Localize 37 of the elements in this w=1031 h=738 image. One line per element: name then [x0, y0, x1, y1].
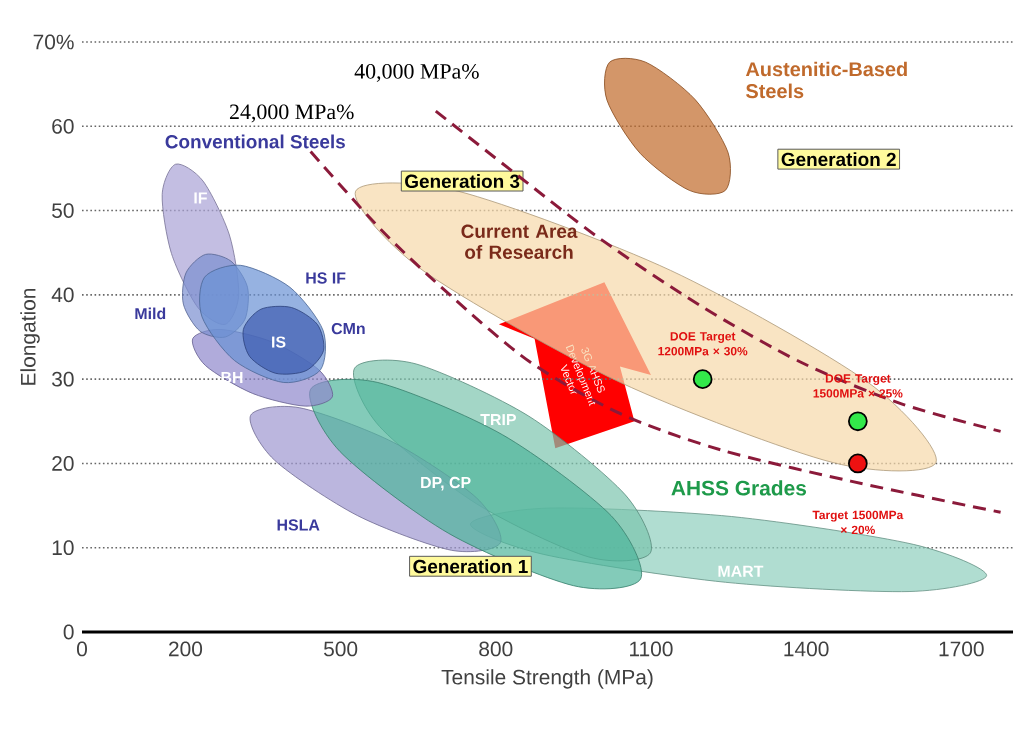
- annotation: Generation 3: [405, 174, 520, 189]
- annotation: Austenitic-Based Steels: [745, 61, 907, 99]
- annotation: DOE Target 1200MPa × 30%: [658, 332, 748, 356]
- x-tick-label: 800: [479, 641, 513, 657]
- y-tick-label: 60: [52, 118, 74, 134]
- y-tick-label: 50: [52, 203, 74, 218]
- annotation: DP, CP: [421, 476, 471, 491]
- annotation: AHSS Grades: [671, 480, 807, 496]
- annotation: Mild: [135, 307, 166, 320]
- annotation: HSLA: [277, 519, 320, 531]
- annotation: TRIP: [480, 414, 516, 426]
- y-axis-title: Elongation: [20, 288, 40, 385]
- annotation: MART: [718, 565, 764, 577]
- annotation: CMn: [331, 322, 365, 335]
- annotation: Generation 2: [781, 152, 896, 167]
- x-axis-title: Tensile Strength (MPa): [441, 669, 653, 689]
- x-tick-label: 200: [169, 641, 203, 657]
- annotation: IS: [272, 336, 286, 348]
- x-tick-label: 1100: [630, 641, 673, 657]
- x-tick-label: 500: [324, 641, 358, 657]
- annotation: Generation 1: [413, 559, 528, 574]
- annotation: IF: [194, 192, 207, 204]
- series-label: 40,000 MPa%: [354, 63, 479, 82]
- y-tick-label: 20: [52, 456, 74, 471]
- x-tick-label: 0: [76, 641, 87, 657]
- y-tick-label: 40: [51, 287, 74, 303]
- annotation: Target 1500MPa × 20%: [812, 510, 904, 535]
- series-label: 24,000 MPa%: [229, 104, 354, 123]
- y-tick-label: 10: [52, 540, 74, 556]
- annotation: HS IF: [306, 272, 346, 284]
- y-tick-label: 70%: [33, 34, 74, 50]
- x-tick-label: 1400: [784, 641, 829, 657]
- x-tick-label: 1700: [939, 641, 984, 657]
- annotation: Conventional Steels: [165, 134, 345, 149]
- y-tick-label: 30: [52, 371, 74, 387]
- y-tick-label: 0: [63, 624, 74, 640]
- annotation: Current Area of Research: [461, 224, 578, 259]
